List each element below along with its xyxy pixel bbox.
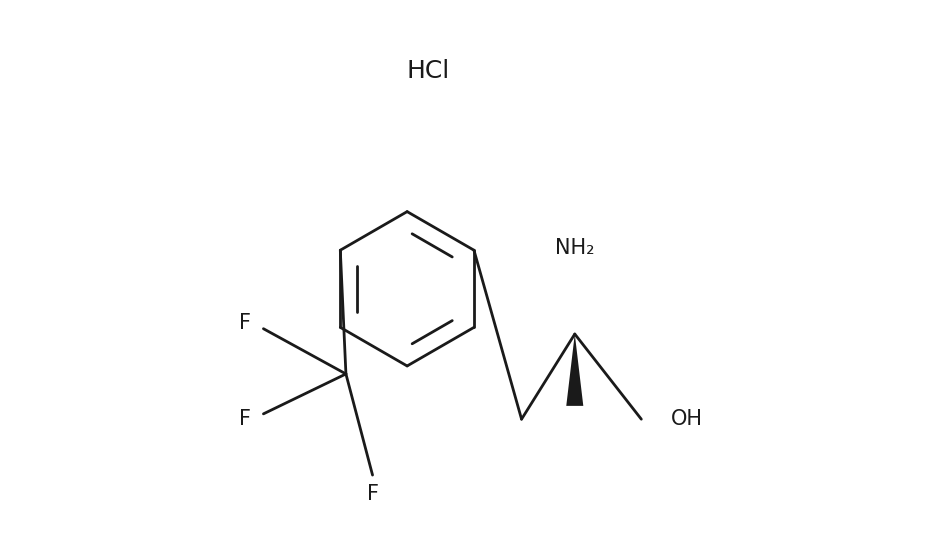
- Text: NH₂: NH₂: [555, 238, 594, 258]
- Polygon shape: [566, 334, 583, 406]
- Text: OH: OH: [671, 409, 703, 429]
- Text: F: F: [239, 314, 251, 333]
- Text: HCl: HCl: [407, 58, 450, 82]
- Text: F: F: [366, 484, 379, 503]
- Text: F: F: [239, 409, 251, 429]
